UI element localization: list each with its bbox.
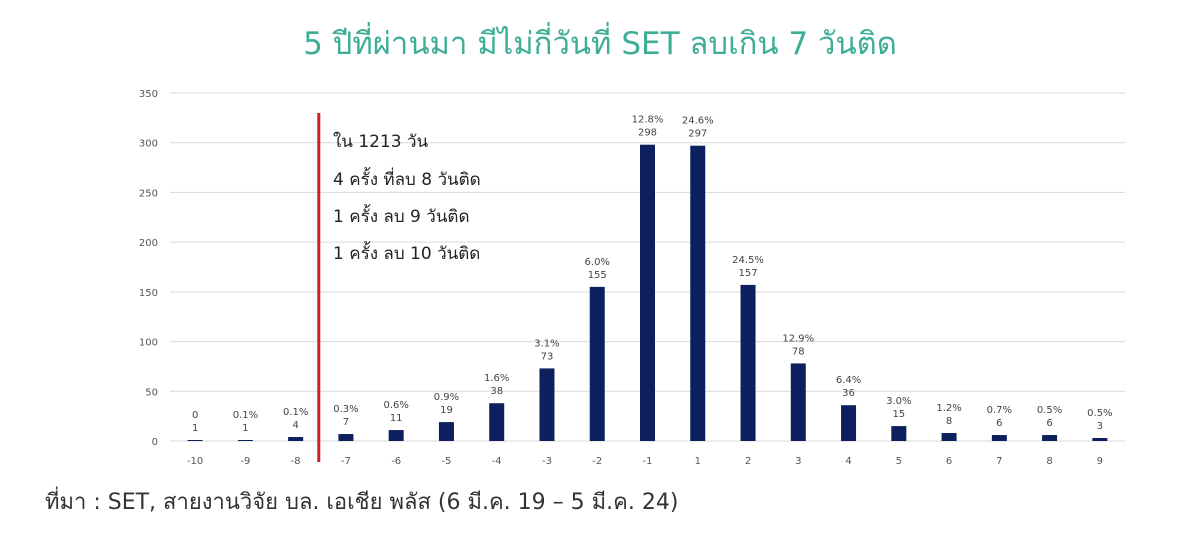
percent-label: 12.8%	[632, 115, 664, 126]
bar	[489, 403, 505, 441]
y-tick-label: 50	[145, 387, 158, 398]
value-label: 1	[242, 423, 248, 434]
bar	[187, 440, 203, 441]
x-tick-label: 5	[896, 456, 902, 467]
x-tick-label: -1	[643, 456, 653, 467]
percent-label: 6.4%	[836, 375, 861, 386]
value-label: 6	[1046, 418, 1052, 429]
bar	[740, 284, 756, 441]
bar	[1042, 435, 1058, 441]
y-tick-label: 100	[139, 338, 158, 349]
percent-label: 1.6%	[484, 373, 509, 384]
x-tick-label: 2	[745, 456, 751, 467]
x-tick-label: -5	[441, 456, 451, 467]
x-tick-label: 7	[996, 456, 1002, 467]
percent-label: 0.6%	[383, 400, 408, 411]
x-tick-label: 6	[946, 456, 952, 467]
value-label: 155	[588, 270, 607, 281]
value-label: 297	[688, 129, 707, 140]
annotation-line: 4 ครั้ง ที่ลบ 8 วันติด	[333, 167, 481, 190]
percent-label: 0.5%	[1037, 405, 1062, 416]
value-label: 8	[946, 416, 952, 427]
bar	[891, 426, 907, 441]
percent-label: 3.1%	[534, 338, 559, 349]
value-label: 11	[390, 413, 403, 424]
percent-label: 0.7%	[987, 405, 1012, 416]
y-tick-label: 300	[139, 139, 158, 150]
percent-label: 1.2%	[936, 403, 961, 414]
source-note: ที่มา : SET, สายงานวิจัย บล. เอเชีย พลัส…	[45, 490, 679, 515]
y-tick-label: 250	[139, 188, 158, 199]
x-tick-label: -4	[492, 456, 502, 467]
y-tick-label: 150	[139, 288, 158, 299]
x-tick-label: 8	[1046, 456, 1052, 467]
percent-label: 0.3%	[333, 404, 358, 415]
bar	[288, 437, 304, 441]
bar	[589, 286, 605, 441]
x-tick-label: -7	[341, 456, 351, 467]
bar	[690, 145, 706, 441]
percent-label: 0.5%	[1087, 408, 1112, 419]
x-tick-label: 4	[845, 456, 851, 467]
chart-title: 5 ปีที่ผ่านมา มีไม่กี่วันที่ SET ลบเกิน …	[303, 26, 897, 62]
value-label: 78	[792, 346, 805, 357]
bar	[237, 440, 253, 441]
x-tick-label: -9	[240, 456, 250, 467]
value-label: 1	[192, 423, 198, 434]
percent-label: 6.0%	[585, 257, 610, 268]
value-label: 19	[440, 405, 453, 416]
x-tick-label: -6	[391, 456, 401, 467]
annotation-line: ใน 1213 วัน	[333, 131, 429, 152]
value-label: 4	[292, 420, 298, 431]
bar	[438, 422, 454, 441]
bar	[640, 144, 655, 441]
x-tick-label: -3	[542, 456, 552, 467]
value-label: 157	[738, 268, 757, 279]
percent-label: 24.5%	[732, 255, 764, 266]
bar	[539, 368, 555, 441]
x-tick-label: -2	[592, 456, 602, 467]
y-tick-label: 0	[152, 437, 158, 448]
y-tick-label: 200	[139, 238, 158, 249]
bar	[841, 405, 857, 441]
bar	[991, 435, 1007, 441]
x-tick-label: 9	[1097, 456, 1103, 467]
y-axis-ticks: 0 50 100 150 200 250 300 350	[139, 89, 158, 448]
x-tick-label: -8	[291, 456, 301, 467]
bar	[1092, 438, 1108, 441]
percent-label: 0.9%	[434, 392, 459, 403]
percent-label: 12.9%	[782, 333, 814, 344]
x-axis-ticks: -10 -9 -8 -7 -6 -5 -4 -3 -2 -1 1 2 3 4 5 6 7 8 9	[187, 456, 1103, 467]
bar	[338, 434, 354, 441]
annotation-line: 1 ครั้ง ลบ 9 วันติด	[333, 204, 470, 227]
annotation-block: ใน 1213 วัน 4 ครั้ง ที่ลบ 8 วันติด 1 ครั…	[333, 131, 481, 264]
bar	[790, 363, 806, 441]
y-tick-label: 350	[139, 89, 158, 100]
bars	[187, 144, 1108, 441]
value-label: 73	[541, 351, 554, 362]
value-label: 15	[892, 409, 905, 420]
x-tick-label: 1	[695, 456, 701, 467]
percent-label: 3.0%	[886, 396, 911, 407]
value-label: 298	[638, 128, 657, 139]
value-label: 38	[490, 386, 503, 397]
annotation-line: 1 ครั้ง ลบ 10 วันติด	[333, 241, 480, 264]
value-label: 7	[343, 417, 349, 428]
percent-label: 0.1%	[233, 410, 258, 421]
value-label: 36	[842, 388, 855, 399]
value-label: 6	[996, 418, 1002, 429]
bar	[941, 433, 957, 441]
x-tick-label: 3	[795, 456, 801, 467]
percent-label: 0.1%	[283, 407, 308, 418]
x-tick-label: -10	[187, 456, 203, 467]
value-label: 3	[1097, 421, 1103, 432]
percent-label: 0	[192, 410, 198, 421]
percent-label: 24.6%	[682, 116, 714, 127]
bar	[388, 430, 404, 441]
